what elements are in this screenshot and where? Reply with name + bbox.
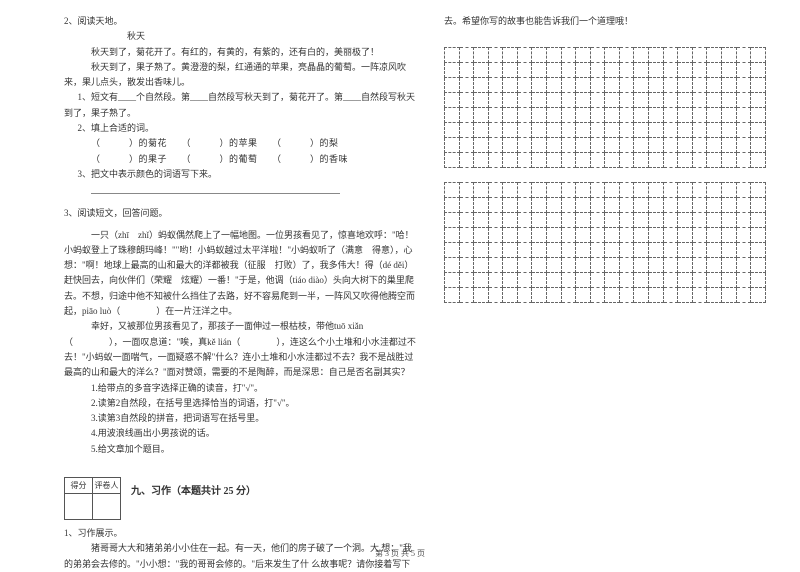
writing-grid-1 <box>444 47 766 168</box>
score-cell <box>65 494 93 520</box>
writing-grid-area <box>444 47 766 303</box>
q2-title: 秋天 <box>64 29 420 44</box>
q2-fill-line1: （ ）的菊花 （ ）的苹果 （ ）的梨 <box>64 136 420 151</box>
q2-fill-line2: （ ）的果子 （ ）的葡萄 （ ）的香味 <box>64 152 420 167</box>
section-9-title: 九、习作（本题共计 25 分） <box>131 482 256 497</box>
q3-sub1: 1.给带点的多音字选择正确的读音，打"√"。 <box>64 381 420 396</box>
score-label-pingjuan: 评卷人 <box>93 478 121 494</box>
blank-line <box>91 182 340 194</box>
q2-sub2: 2、填上合适的词。 <box>64 121 420 136</box>
zuowen-header: 1、习作展示。 <box>64 526 420 541</box>
continue-text: 去。希望你写的故事也能告诉我们一个道理哦！ <box>444 14 766 29</box>
q3-sub2: 2.读第2自然段，在括号里选择恰当的词语，打"√"。 <box>64 396 420 411</box>
score-label-defen: 得分 <box>65 478 93 494</box>
writing-grid-2 <box>444 182 766 303</box>
score-cell <box>93 494 121 520</box>
q3-sub5: 5.给文章加个题目。 <box>64 442 420 457</box>
q2-p2: 秋天到了，果子熟了。黄澄澄的梨，红通通的苹果，亮晶晶的葡萄。一阵凉风吹来，果儿点… <box>64 60 420 91</box>
q3-sub3: 3.读第3自然段的拼音，把词语写在括号里。 <box>64 411 420 426</box>
q3-sub4: 4.用波浪线画出小男孩说的话。 <box>64 426 420 441</box>
score-box: 得分 评卷人 <box>64 477 121 520</box>
q2-sub1: 1、短文有____个自然段。第____自然段写秋天到了，菊花开了。第____自然… <box>64 90 420 121</box>
q2-sub3: 3、把文中表示颜色的词语写下来。 <box>64 167 420 182</box>
q3-p2: 幸好，又被那位男孩看见了，那孩子一面伸过一根枯枝，带他tuō xiǎn（ ），一… <box>64 319 420 380</box>
q2-header: 2、阅读天地。 <box>64 14 420 29</box>
q3-header: 3、阅读短文，回答问题。 <box>64 206 420 221</box>
q2-p1: 秋天到了，菊花开了。有红的，有黄的，有紫的，还有白的，美丽极了！ <box>64 45 420 60</box>
q3-p1: 一只（zhī zhǐ）蚂蚁偶然爬上了一幅地图。一位男孩看见了，惊喜地欢呼："哈！… <box>64 228 420 320</box>
page-footer: 第 3 页 共 5 页 <box>0 548 800 559</box>
